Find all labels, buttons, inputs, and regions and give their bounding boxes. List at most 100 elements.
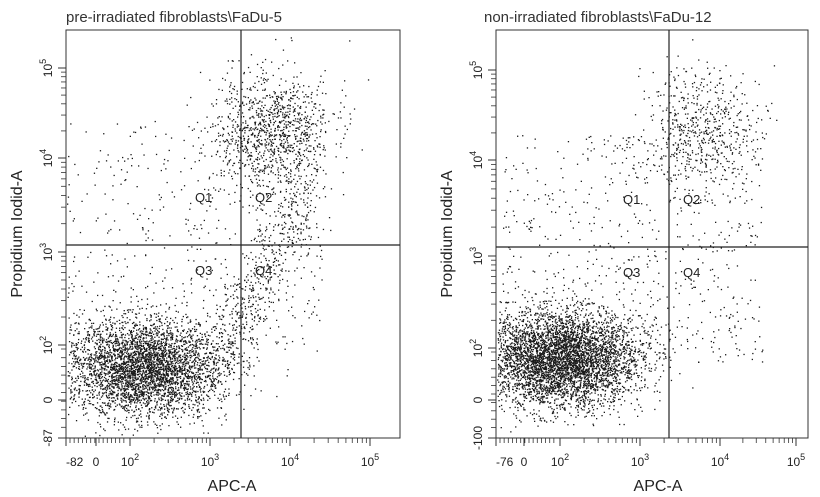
event-dot: [198, 338, 200, 341]
event-dot: [198, 377, 200, 379]
event-dot: [255, 112, 258, 114]
event-dot: [114, 408, 116, 411]
event-dot: [315, 107, 317, 109]
event-dot: [129, 358, 132, 361]
event-dot: [156, 400, 158, 403]
event-dot: [218, 375, 220, 377]
event-dot: [98, 356, 100, 358]
event-dot: [281, 132, 284, 134]
event-dot: [126, 342, 128, 344]
event-dot: [137, 338, 139, 340]
event-dot: [216, 376, 219, 378]
event-dot: [129, 340, 131, 342]
event-dot: [195, 328, 198, 331]
event-dot: [114, 369, 116, 371]
event-dot: [194, 358, 196, 360]
event-dot: [122, 345, 124, 347]
event-dot: [283, 119, 285, 122]
event-dot: [195, 367, 197, 369]
event-dot: [176, 346, 178, 348]
event-dot: [141, 426, 143, 428]
event-dot: [164, 392, 166, 394]
event-dot: [152, 376, 154, 379]
event-dot: [230, 341, 232, 343]
event-dot: [154, 398, 156, 400]
event-dot: [150, 371, 152, 373]
event-dot: [92, 394, 94, 396]
event-dot: [152, 391, 154, 393]
event-dot: [126, 407, 128, 410]
event-dot: [221, 424, 223, 426]
event-dot: [180, 340, 182, 343]
event-dot: [263, 107, 265, 109]
event-dot: [153, 387, 155, 390]
event-dot: [149, 332, 151, 334]
event-dot: [175, 339, 178, 341]
event-dot: [178, 398, 181, 401]
event-dot: [182, 380, 184, 382]
event-dot: [285, 134, 287, 136]
event-dot: [259, 171, 261, 173]
event-dot: [99, 398, 101, 400]
event-dot: [217, 117, 219, 119]
event-dot: [295, 138, 297, 140]
event-dot: [173, 348, 175, 350]
event-dot: [188, 376, 190, 378]
event-dot: [163, 354, 165, 356]
event-dot: [149, 353, 152, 356]
event-dot: [139, 380, 141, 382]
event-dot: [115, 341, 117, 343]
event-dot: [176, 353, 178, 355]
event-dot: [315, 161, 317, 163]
event-dot: [101, 381, 103, 384]
event-dot: [131, 364, 133, 366]
event-dot: [295, 183, 297, 185]
event-dot: [193, 352, 195, 354]
event-dot: [283, 91, 285, 93]
event-dot: [261, 128, 263, 130]
event-dot: [137, 374, 139, 376]
event-dot: [250, 141, 252, 143]
event-dot: [170, 358, 172, 361]
event-dot: [179, 392, 181, 394]
event-dot: [130, 366, 132, 369]
event-dot: [300, 140, 302, 142]
event-dot: [154, 383, 157, 385]
event-dot: [165, 338, 167, 340]
event-dot: [162, 346, 165, 348]
event-dot: [173, 407, 175, 409]
event-dot: [189, 344, 191, 347]
event-dot: [124, 383, 127, 385]
event-dot: [165, 303, 167, 305]
event-dot: [162, 364, 164, 366]
event-dot: [154, 389, 156, 391]
event-dot: [75, 377, 77, 379]
event-dot: [82, 351, 84, 353]
event-dot: [128, 392, 130, 394]
event-dot: [156, 373, 158, 375]
event-dot: [88, 402, 90, 405]
event-dot: [166, 380, 169, 382]
event-dot: [196, 409, 198, 411]
event-dot: [244, 96, 247, 98]
event-dot: [94, 378, 96, 381]
event-dot: [353, 108, 356, 110]
event-dot: [184, 360, 186, 362]
event-dot: [74, 394, 76, 396]
event-dot: [149, 373, 151, 375]
event-dot: [210, 384, 213, 386]
event-dot: [168, 392, 170, 394]
event-dot: [194, 376, 196, 379]
event-dot: [80, 380, 82, 383]
event-dot: [238, 356, 240, 358]
event-dot: [145, 337, 147, 339]
event-dot: [291, 144, 293, 146]
event-dot: [249, 71, 251, 73]
event-dot: [247, 142, 249, 144]
event-dot: [177, 423, 179, 425]
event-dot: [177, 382, 180, 384]
event-dot: [202, 307, 205, 309]
event-dot: [126, 369, 129, 371]
event-dot: [101, 294, 104, 297]
